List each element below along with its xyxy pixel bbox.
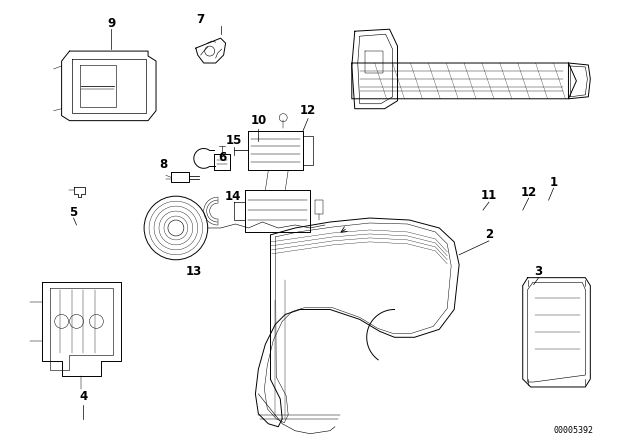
Text: 13: 13 — [186, 265, 202, 278]
Text: 15: 15 — [225, 134, 242, 147]
Text: 9: 9 — [107, 17, 115, 30]
Text: 14: 14 — [225, 190, 241, 202]
Text: 8: 8 — [159, 158, 167, 171]
Text: 10: 10 — [250, 114, 266, 127]
Text: 7: 7 — [196, 13, 205, 26]
Text: 3: 3 — [534, 265, 543, 278]
Text: 12: 12 — [300, 104, 316, 117]
Text: 12: 12 — [520, 186, 537, 199]
Text: 6: 6 — [218, 151, 227, 164]
Text: 1: 1 — [550, 176, 557, 189]
Text: 4: 4 — [79, 390, 88, 403]
Text: 00005392: 00005392 — [554, 426, 593, 435]
Text: 5: 5 — [69, 206, 77, 219]
Text: 2: 2 — [485, 228, 493, 241]
Text: 11: 11 — [481, 189, 497, 202]
